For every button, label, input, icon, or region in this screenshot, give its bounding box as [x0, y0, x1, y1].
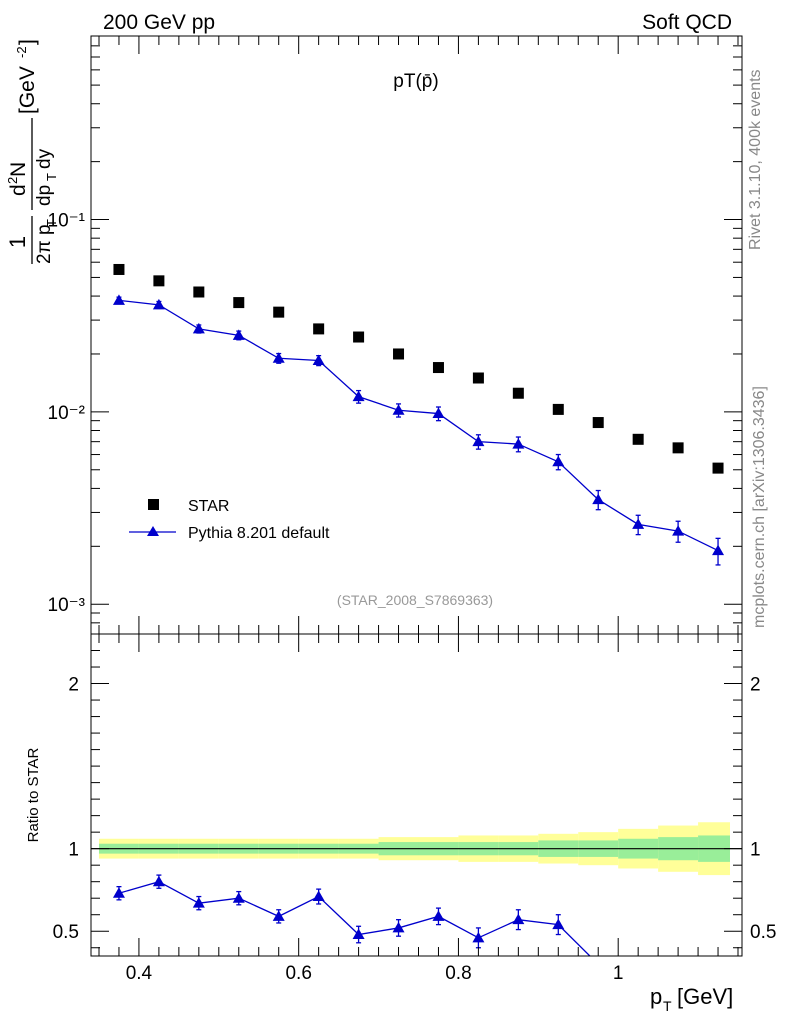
x-tick-label: 0.6: [285, 963, 311, 984]
header-right-label: Soft QCD: [642, 11, 732, 34]
header-left-label: 200 GeV pp: [103, 11, 215, 34]
pythia-point: [432, 407, 445, 419]
svg-text:[GeV]: [GeV]: [677, 984, 733, 1009]
pythia-point: [392, 404, 405, 415]
ratio-point: [432, 910, 445, 921]
pythia-point: [512, 438, 525, 449]
ratio-point: [552, 918, 565, 930]
x-tick-label: 0.8: [445, 963, 471, 984]
y-tick-label: 10⁻¹: [48, 211, 86, 232]
ylabel-part: 2π p: [34, 224, 55, 264]
ratio-panel: 0.4 0.6 0.8 1 0.5 0.5 1 1 2 2 Ratio to STAR: [25, 633, 776, 984]
star-point: [153, 275, 165, 287]
ylabel-part: ]: [16, 39, 39, 45]
star-point: [712, 462, 724, 474]
ratio-point: [512, 913, 525, 925]
ratio-axis-ticks: 0.4 0.6 0.8 1 0.5 0.5 1 1 2 2: [53, 634, 776, 984]
legend-star-label: STAR: [188, 498, 229, 515]
star-point: [233, 297, 245, 309]
pythia-point: [272, 352, 285, 363]
source-label: mcplots.cern.ch [arXiv:1306.3436]: [751, 386, 768, 628]
star-point: [313, 323, 325, 335]
legend-pythia-label: Pythia 8.201 default: [188, 525, 330, 542]
ylabel-part: 1: [5, 236, 30, 248]
svg-text:T: T: [663, 998, 672, 1014]
x-tick-label: 0.4: [126, 963, 153, 984]
ratio-point: [392, 921, 405, 933]
star-point: [512, 387, 524, 399]
ylabel-part: T: [44, 219, 59, 227]
ratio-data: [112, 874, 591, 956]
star-point: [552, 403, 564, 415]
legend-star-marker: [148, 499, 159, 510]
y-tick-label: 10⁻³: [48, 595, 86, 616]
ylabel-part: d: [7, 184, 30, 196]
pythia-point: [712, 544, 725, 556]
rivet-label: Rivet 3.1.10, 400k events: [747, 69, 764, 250]
ratio-point: [312, 890, 325, 902]
ratio-point: [472, 931, 485, 943]
ylabel-part: 2: [5, 177, 20, 184]
star-point: [432, 362, 444, 374]
ratio-point: [112, 887, 125, 898]
pythia-point: [152, 298, 165, 310]
legend: STAR Pythia 8.201 default: [129, 498, 330, 542]
star-point: [592, 417, 604, 429]
star-point: [672, 442, 684, 454]
ylabel-part: N: [7, 162, 30, 177]
pythia-point: [552, 455, 565, 467]
y-tick-label: 1: [68, 840, 79, 861]
star-point: [632, 433, 644, 445]
plot-title: pT(p̄): [393, 71, 438, 92]
pythia-point: [472, 435, 485, 447]
pythia-line: [118, 299, 719, 552]
pythia-point: [312, 354, 325, 365]
ylabel-part: dy: [34, 148, 55, 169]
main-data: [112, 263, 725, 566]
main-axis-ticks: 10⁻³ 10⁻² 10⁻¹: [48, 35, 742, 635]
ratio-point: [272, 910, 285, 921]
ylabel-part: [GeV: [16, 66, 39, 114]
y-tick-label: 2: [68, 675, 79, 696]
pythia-point: [592, 493, 605, 505]
star-point: [113, 263, 125, 275]
ratio-frame: [90, 633, 743, 957]
y-tick-label-right: 1: [750, 840, 761, 861]
star-point: [393, 348, 405, 360]
ratio-point: [352, 928, 365, 940]
pythia-point: [632, 518, 645, 529]
x-axis-label: p T [GeV]: [650, 984, 733, 1014]
star-point: [472, 372, 484, 384]
ratio-point: [232, 892, 245, 903]
x-tick-label: 1: [613, 963, 624, 984]
star-point: [193, 286, 205, 298]
pythia-point: [672, 525, 685, 536]
y-tick-label: 0.5: [53, 922, 79, 943]
ratio-point: [192, 897, 205, 908]
y-tick-label-right: 2: [750, 675, 761, 696]
ratio-point: [152, 875, 165, 887]
ylabel-part: dp: [34, 185, 55, 206]
y-tick-label-right: 0.5: [750, 922, 776, 943]
main-panel: 10⁻³ 10⁻² 10⁻¹ pT(p̄) (STAR_2008_S7869363)…: [48, 35, 743, 635]
legend-pythia-marker: [147, 526, 159, 536]
pythia-point: [192, 322, 205, 334]
star-point: [273, 306, 285, 318]
analysis-tag: (STAR_2008_S7869363): [337, 592, 493, 608]
pythia-point: [352, 390, 365, 402]
svg-text:p: p: [650, 984, 662, 1009]
pythia-point: [112, 294, 125, 305]
main-frame: [90, 35, 743, 635]
pythia-point: [232, 329, 245, 340]
star-point: [353, 331, 365, 343]
y-tick-label: 10⁻²: [48, 403, 86, 424]
ratio-ylabel: Ratio to STAR: [25, 747, 42, 842]
ylabel-part: T: [44, 173, 59, 181]
ylabel-part: -2: [14, 46, 29, 58]
